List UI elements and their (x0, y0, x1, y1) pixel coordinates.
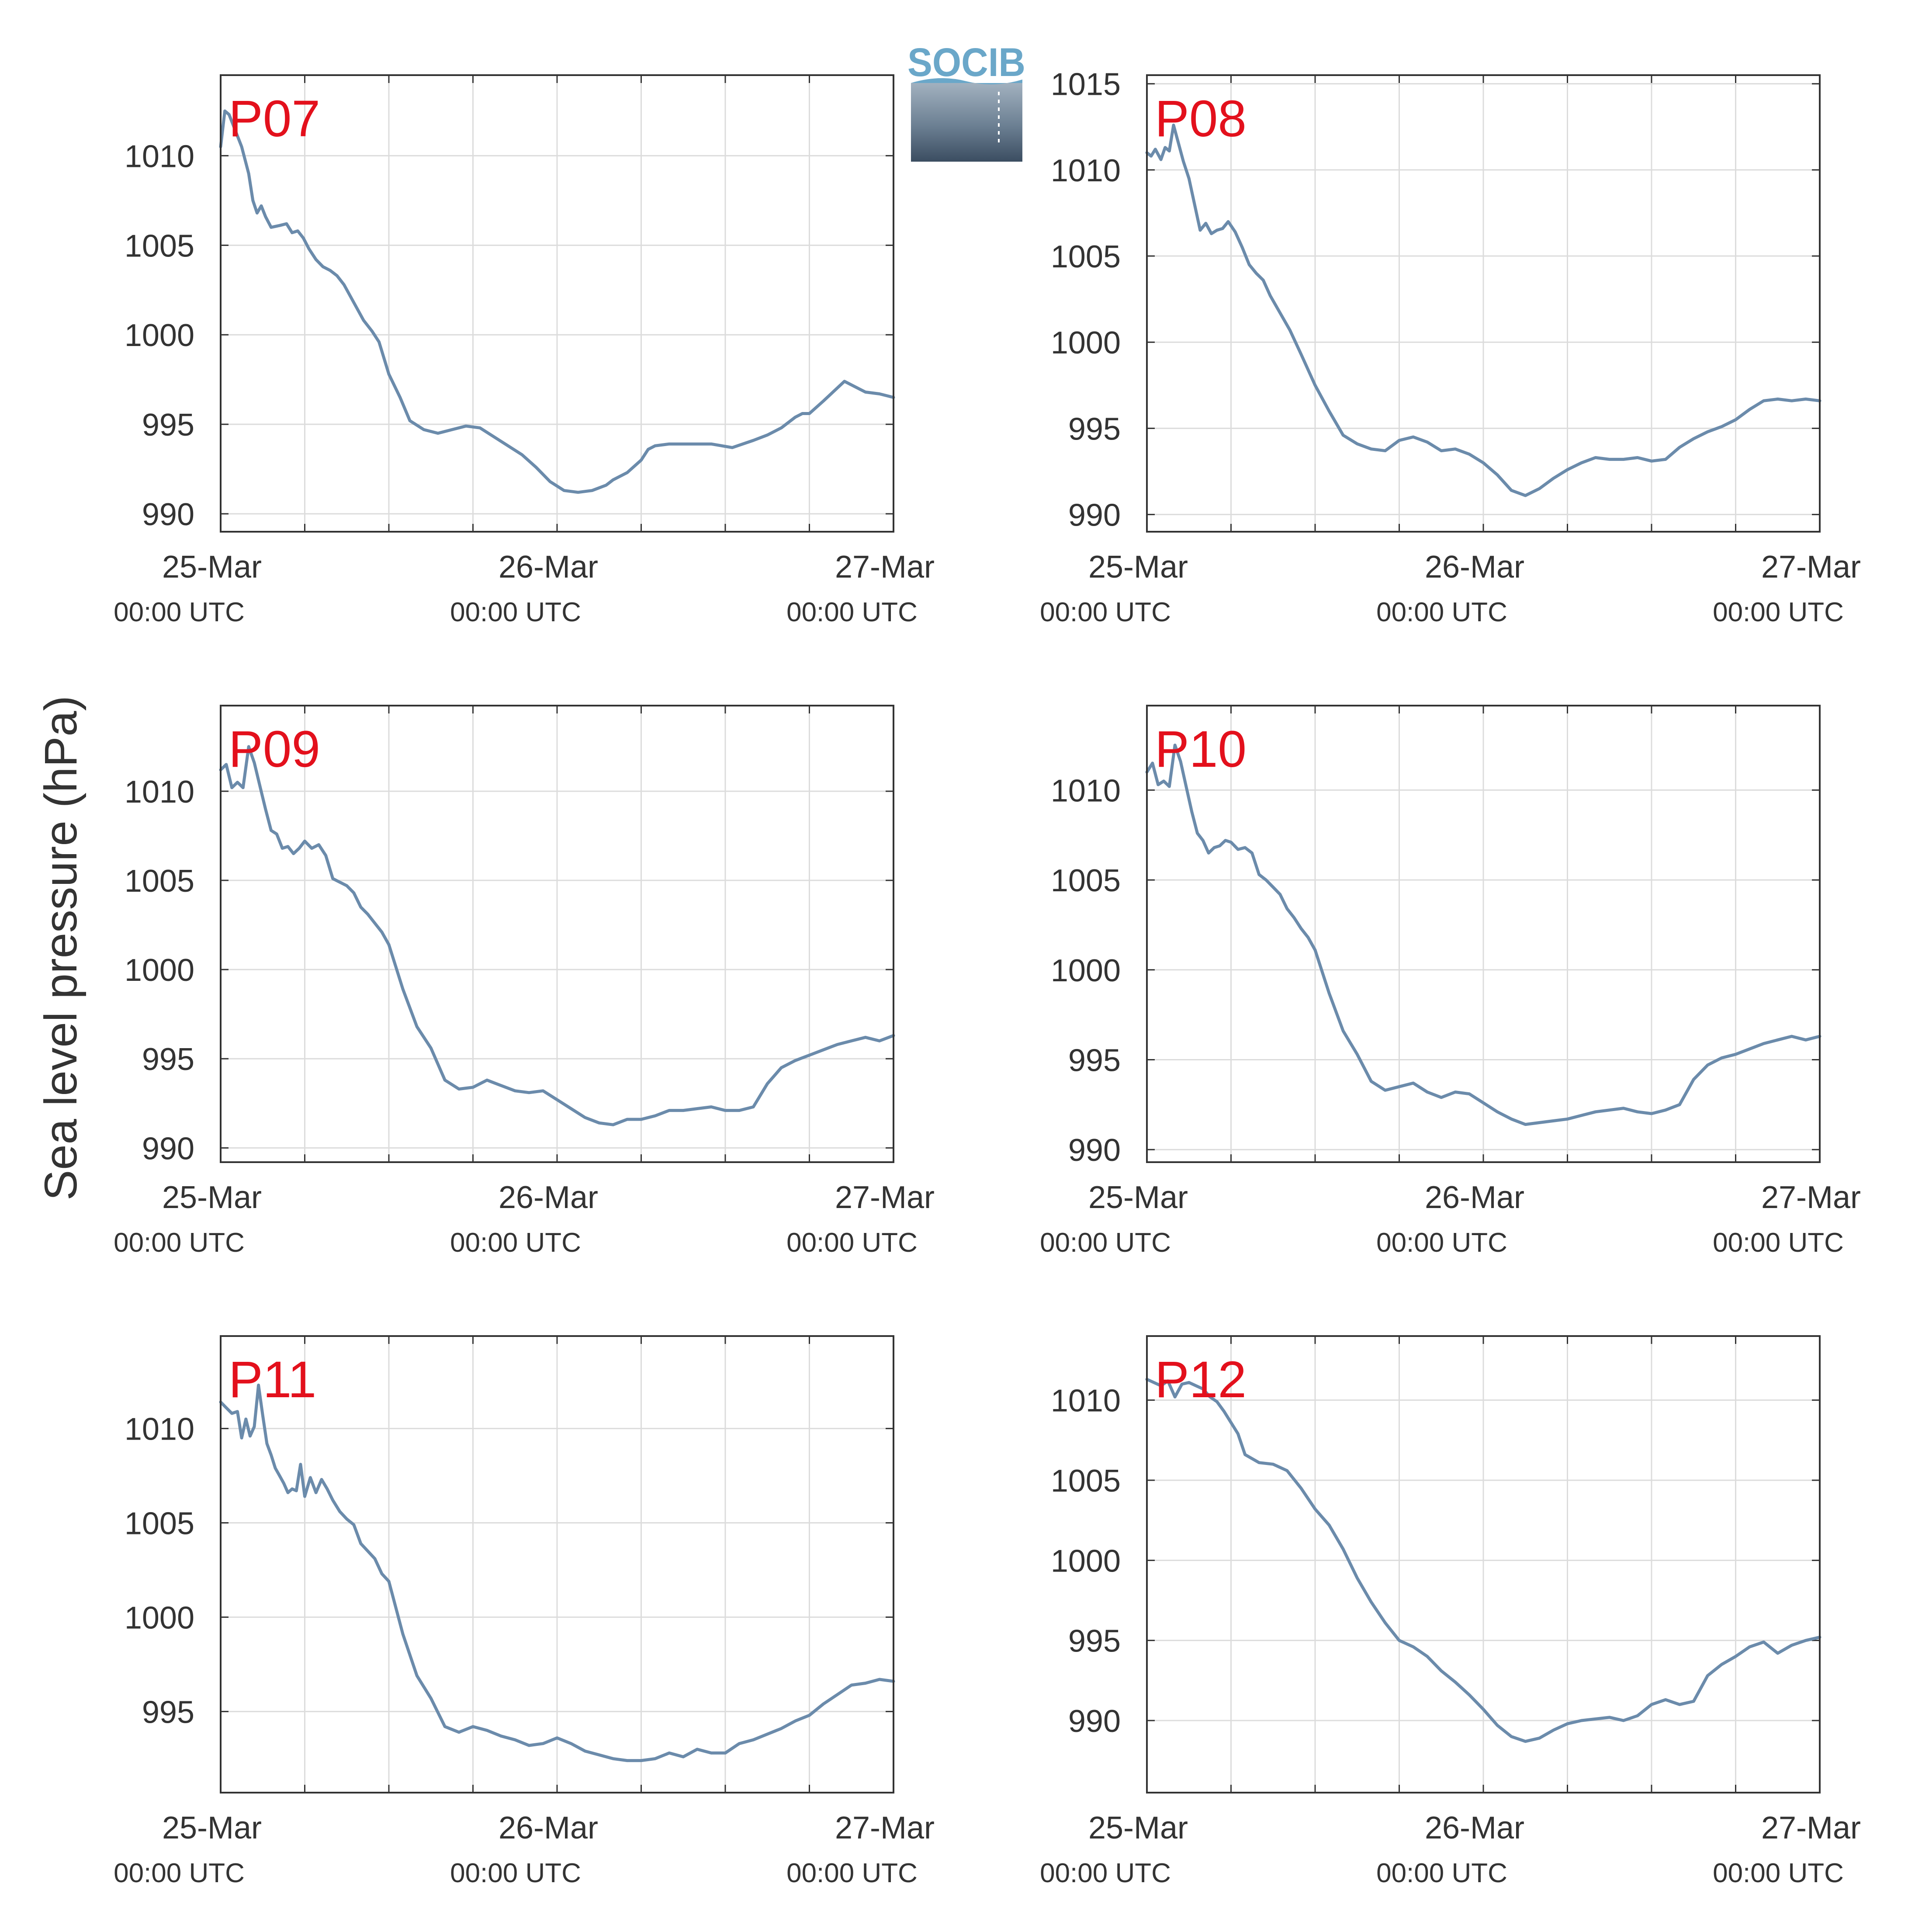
y-tick-label: 995 (1068, 412, 1121, 447)
y-tick-label: 1010 (1051, 1384, 1121, 1419)
series-line (219, 745, 895, 1126)
y-tick-label: 990 (1068, 498, 1121, 533)
x-tick-sublabel: 00:00 UTC (1713, 597, 1844, 627)
x-tick-sublabel: 00:00 UTC (786, 1858, 918, 1888)
y-tick-label: 995 (142, 1695, 194, 1730)
x-tick-label: 27-Mar (1761, 550, 1861, 585)
x-tick-sublabel: 00:00 UTC (1040, 1858, 1171, 1888)
x-tick-sublabel: 00:00 UTC (786, 1228, 918, 1258)
x-tick-label: 26-Mar (499, 550, 598, 585)
panel-title: P09 (229, 720, 320, 778)
logo-wave (911, 78, 1022, 85)
plot-frame (1146, 74, 1821, 533)
y-tick-label: 1000 (125, 953, 194, 988)
y-tick-label: 1010 (125, 139, 194, 174)
x-tick-label: 25-Mar (162, 1180, 262, 1215)
x-tick-sublabel: 00:00 UTC (114, 1858, 245, 1888)
x-tick-sublabel: 00:00 UTC (786, 597, 918, 627)
y-tick-label: 1005 (1051, 863, 1121, 898)
x-tick-label: 27-Mar (835, 1180, 935, 1215)
y-tick-label: 995 (142, 1042, 194, 1077)
y-tick-label: 1015 (1051, 67, 1121, 102)
x-tick-label: 27-Mar (1761, 1180, 1861, 1215)
y-tick-label: 995 (1068, 1043, 1121, 1078)
x-tick-label: 26-Mar (1425, 1180, 1524, 1215)
y-tick-label: 1005 (1051, 239, 1121, 274)
series-line (1145, 123, 1822, 497)
y-tick-label: 990 (1068, 1704, 1121, 1739)
plot-frame (1146, 705, 1821, 1163)
x-tick-label: 27-Mar (835, 1811, 935, 1845)
x-tick-sublabel: 00:00 UTC (450, 1228, 581, 1258)
x-tick-label: 25-Mar (1088, 1811, 1188, 1845)
x-tick-label: 26-Mar (1425, 550, 1524, 585)
x-tick-label: 27-Mar (1761, 1811, 1861, 1845)
x-tick-sublabel: 00:00 UTC (1376, 1228, 1507, 1258)
chart-panel-p10: 990 995 1000 1005 1010 25-Mar 00:00 UTC 26-Mar 0… (1040, 705, 1861, 1258)
y-tick-label: 1000 (1051, 325, 1121, 360)
x-tick-sublabel: 00:00 UTC (114, 1228, 245, 1258)
y-tick-label: 1000 (125, 318, 194, 353)
y-tick-label: 1005 (1051, 1464, 1121, 1499)
x-tick-sublabel: 00:00 UTC (1040, 1228, 1171, 1258)
x-tick-label: 25-Mar (162, 550, 262, 585)
chart-panel-p08: 990 995 1000 1005 1010 1015 25-Mar 00:00 UTC 26-… (1040, 67, 1861, 627)
x-tick-sublabel: 00:00 UTC (450, 1858, 581, 1888)
y-tick-label: 1000 (125, 1600, 194, 1635)
x-tick-label: 26-Mar (499, 1180, 598, 1215)
y-tick-label: 1005 (125, 229, 194, 263)
x-tick-sublabel: 00:00 UTC (1376, 597, 1507, 627)
x-tick-label: 25-Mar (162, 1811, 262, 1845)
y-tick-label: 990 (1068, 1133, 1121, 1168)
y-axis-label: Sea level pressure (hPa) (35, 696, 87, 1201)
series-line (219, 1383, 895, 1762)
panel-title: P11 (229, 1351, 316, 1409)
x-tick-sublabel: 00:00 UTC (1713, 1228, 1844, 1258)
series-line (1145, 744, 1822, 1126)
panel-title: P12 (1155, 1351, 1247, 1409)
panel-title: P08 (1155, 90, 1247, 148)
plot-frame (1146, 1335, 1821, 1794)
chart-panel-p11: 995 1000 1005 1010 25-Mar 00:00 UTC 26-Mar 00:0… (114, 1335, 935, 1888)
chart-panels: 990 995 1000 1005 1010 25-Mar 00:00 UTC 26-Mar 0… (114, 67, 1861, 1888)
x-tick-label: 27-Mar (835, 550, 935, 585)
y-tick-label: 1010 (1051, 153, 1121, 188)
plot-frame (220, 1335, 894, 1794)
y-tick-label: 1000 (1051, 1544, 1121, 1579)
logo-text: SOCIB (907, 40, 1025, 85)
plot-frame (220, 705, 894, 1163)
x-tick-label: 25-Mar (1088, 1180, 1188, 1215)
y-tick-label: 1000 (1051, 953, 1121, 988)
x-tick-sublabel: 00:00 UTC (450, 597, 581, 627)
chart-panel-p12: 990 995 1000 1005 1010 25-Mar 00:00 UTC 26-Mar 0… (1040, 1335, 1861, 1888)
chart-panel-p09: 990 995 1000 1005 1010 25-Mar 00:00 UTC 26-Mar 0… (114, 705, 935, 1258)
y-tick-label: 1010 (125, 775, 194, 810)
y-tick-label: 1010 (1051, 773, 1121, 808)
panel-title: P07 (229, 90, 320, 148)
plot-frame (220, 74, 894, 533)
y-tick-label: 1005 (125, 864, 194, 899)
y-tick-label: 990 (142, 497, 194, 532)
panel-title: P10 (1155, 720, 1247, 778)
y-tick-label: 990 (142, 1131, 194, 1166)
x-tick-sublabel: 00:00 UTC (1376, 1858, 1507, 1888)
y-tick-label: 1010 (125, 1412, 194, 1447)
y-tick-label: 995 (1068, 1624, 1121, 1659)
logo-block (911, 83, 1022, 162)
series-line (1145, 1378, 1822, 1743)
series-line (219, 109, 895, 494)
x-tick-sublabel: 00:00 UTC (114, 597, 245, 627)
x-tick-label: 26-Mar (1425, 1811, 1524, 1845)
x-tick-sublabel: 00:00 UTC (1040, 597, 1171, 627)
logo: SOCIB (907, 40, 1025, 162)
x-tick-sublabel: 00:00 UTC (1713, 1858, 1844, 1888)
x-tick-label: 26-Mar (499, 1811, 598, 1845)
y-tick-label: 995 (142, 408, 194, 443)
x-tick-label: 25-Mar (1088, 550, 1188, 585)
y-tick-label: 1005 (125, 1506, 194, 1541)
chart-panel-p07: 990 995 1000 1005 1010 25-Mar 00:00 UTC 26-Mar 0… (114, 74, 935, 627)
